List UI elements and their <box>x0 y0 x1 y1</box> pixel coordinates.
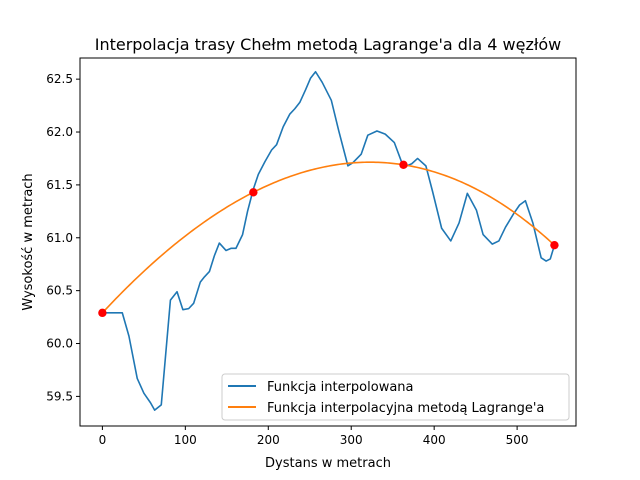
plot-frame <box>79 57 577 427</box>
x-tick-label: 300 <box>340 433 363 447</box>
y-tick-label: 61.0 <box>46 231 73 245</box>
x-tick-label: 500 <box>506 433 529 447</box>
x-axis: 0 100 200 300 400 500 <box>99 426 529 447</box>
node-point <box>249 188 258 197</box>
legend-label-lagrange: Funkcja interpolacyjna metodą Lagrange'a <box>267 401 544 416</box>
y-tick-label: 62.5 <box>46 72 73 86</box>
node-point <box>399 160 408 169</box>
y-tick-label: 61.5 <box>46 178 73 192</box>
legend-box <box>221 373 570 421</box>
node-point <box>550 240 559 250</box>
x-tick-label: 0 <box>99 433 107 447</box>
chart-title: Interpolacja trasy Chełm metodą Lagrange… <box>95 35 562 54</box>
y-axis-label: Wysokość w metrach <box>21 173 36 310</box>
series-line-lagrange <box>101 161 555 314</box>
y-tick-label: 62.0 <box>46 125 73 139</box>
y-tick-label: 60.5 <box>46 284 73 298</box>
y-tick-label: 60.0 <box>46 337 73 351</box>
x-tick-label: 200 <box>257 433 280 447</box>
series-line-interpolated <box>102 70 556 411</box>
y-axis: 59.5 60.0 60.5 61.0 61.5 62.0 62.5 <box>46 72 80 403</box>
x-tick-label: 100 <box>174 433 197 447</box>
y-tick-label: 59.5 <box>46 389 73 403</box>
node-point <box>98 308 107 318</box>
x-axis-label: Dystans w metrach <box>265 456 391 471</box>
legend-label-interpolated: Funkcja interpolowana <box>267 380 414 395</box>
legend: Funkcja interpolowana Funkcja interpolac… <box>221 373 570 421</box>
x-tick-label: 400 <box>423 433 446 447</box>
